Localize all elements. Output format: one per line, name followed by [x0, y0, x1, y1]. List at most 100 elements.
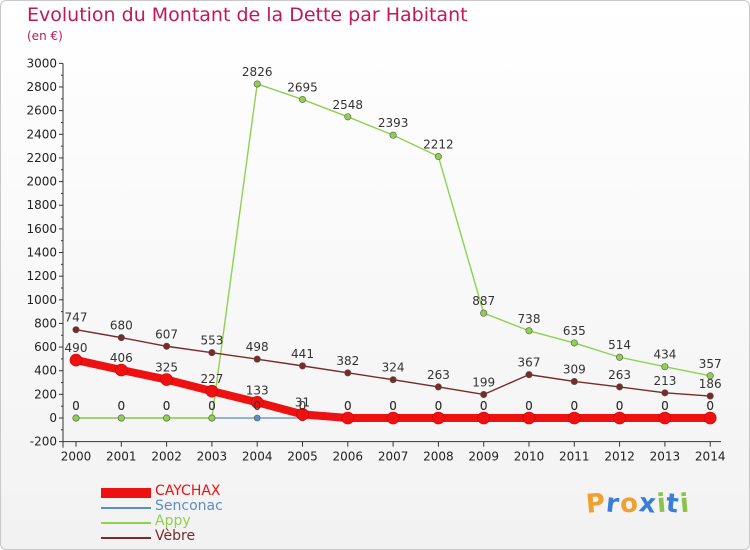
x-tick-label: 2008 [423, 450, 454, 464]
data-point-vèbre [344, 369, 352, 377]
legend-swatch [101, 507, 151, 509]
data-point-vèbre [117, 334, 125, 342]
data-label-senconac: 0 [435, 399, 443, 413]
data-point-vèbre [389, 376, 397, 384]
legend-label: Appy [155, 513, 191, 529]
data-label-senconac: 0 [480, 399, 488, 413]
proxiti-logo: Proxiti [585, 488, 692, 520]
data-point-vèbre [616, 383, 624, 391]
data-label-appy: 2826 [242, 65, 273, 79]
data-label-appy: 0 [72, 399, 80, 413]
data-point-appy [344, 113, 352, 121]
data-label-vèbre: 213 [653, 374, 676, 388]
x-tick-label: 2009 [468, 450, 499, 464]
data-label-senconac: 0 [253, 399, 261, 413]
data-label-caychax: 0 [525, 399, 533, 413]
data-label-vèbre: 680 [110, 319, 133, 333]
y-tick-label: 1400 [26, 246, 57, 260]
data-point-caychax [522, 411, 536, 425]
data-label-senconac: 0 [525, 399, 533, 413]
x-tick-label: 2003 [197, 450, 228, 464]
y-tick-label: 3000 [26, 56, 57, 70]
data-label-vèbre: 199 [472, 375, 495, 389]
data-label-senconac: 0 [163, 399, 171, 413]
data-label-senconac: 0 [299, 399, 307, 413]
x-tick-label: 2005 [287, 450, 318, 464]
data-point-caychax [613, 411, 626, 425]
data-point-caychax [386, 411, 400, 425]
data-label-appy: 2393 [378, 116, 409, 130]
data-point-vèbre [480, 390, 488, 398]
x-tick-label: 2011 [559, 450, 590, 464]
data-label-vèbre: 498 [246, 340, 269, 354]
data-label-vèbre: 382 [336, 354, 359, 368]
x-tick-label: 2000 [61, 450, 92, 464]
data-point-appy [208, 414, 216, 422]
data-label-appy: 514 [608, 338, 631, 352]
data-label-caychax: 0 [661, 399, 669, 413]
data-label-vèbre: 747 [65, 311, 88, 325]
data-point-vèbre [434, 383, 442, 391]
chart-unit: (en €) [27, 29, 63, 43]
data-label-senconac: 0 [570, 399, 578, 413]
data-point-caychax [205, 384, 219, 398]
data-point-appy [72, 414, 80, 422]
x-tick-label: 2007 [378, 450, 409, 464]
data-label-appy: 2695 [287, 80, 318, 94]
data-point-vèbre [525, 371, 533, 379]
data-point-appy [616, 353, 624, 361]
data-point-senconac [253, 414, 261, 422]
y-tick-label: 2200 [26, 151, 57, 165]
y-tick-label: 200 [34, 387, 57, 401]
x-tick-label: 2013 [650, 450, 681, 464]
chart-title: Evolution du Montant de la Dette par Hab… [27, 4, 468, 26]
data-label-caychax: 133 [246, 383, 269, 397]
logo-letter: i [678, 488, 692, 520]
legend-label: Vèbre [155, 528, 196, 544]
data-label-vèbre: 309 [563, 362, 586, 376]
y-tick-label: 2400 [26, 127, 57, 141]
legend-label: Senconac [155, 498, 223, 514]
data-point-appy [253, 80, 261, 88]
legend-label: CAYCHAX [155, 483, 221, 499]
data-label-caychax: 0 [706, 399, 714, 413]
x-tick-label: 2001 [106, 450, 137, 464]
data-point-appy [389, 131, 397, 139]
y-tick-label: -200 [30, 435, 57, 449]
data-label-caychax: 325 [155, 361, 178, 375]
data-point-caychax [250, 395, 264, 409]
data-point-vèbre [706, 392, 714, 400]
data-point-vèbre [661, 389, 669, 397]
y-tick-label: 1800 [26, 198, 57, 212]
data-label-appy: 2548 [333, 98, 364, 112]
data-point-appy [434, 153, 442, 161]
data-point-caychax [432, 411, 445, 425]
data-point-appy [480, 309, 488, 317]
legend-swatch [101, 537, 151, 539]
data-point-vèbre [298, 362, 306, 370]
x-tick-label: 2002 [151, 450, 182, 464]
y-tick-label: 1600 [26, 222, 57, 236]
data-label-senconac: 0 [661, 399, 669, 413]
data-point-appy [570, 339, 578, 347]
data-point-vèbre [253, 355, 261, 363]
data-label-vèbre: 324 [382, 361, 405, 375]
data-label-vèbre: 553 [200, 334, 223, 348]
y-tick-label: 800 [34, 316, 57, 330]
y-tick-label: 1200 [26, 269, 57, 283]
data-point-appy [525, 327, 533, 335]
data-label-appy: 2212 [423, 138, 454, 152]
data-label-caychax: 0 [480, 399, 488, 413]
data-point-appy [298, 95, 306, 103]
x-tick-label: 2004 [242, 450, 273, 464]
data-label-caychax: 227 [200, 372, 223, 386]
data-label-senconac: 0 [389, 399, 397, 413]
data-label-appy: 0 [208, 399, 216, 413]
data-point-vèbre [163, 342, 171, 350]
data-point-appy [163, 414, 171, 422]
data-point-caychax [477, 411, 491, 425]
data-label-senconac: 0 [706, 399, 714, 413]
data-label-caychax: 0 [570, 399, 578, 413]
data-label-appy: 0 [163, 399, 171, 413]
